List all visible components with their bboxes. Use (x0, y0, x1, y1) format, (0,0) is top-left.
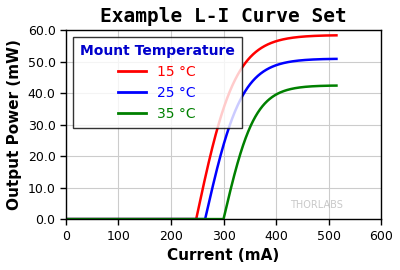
Y-axis label: Output Power (mW): Output Power (mW) (7, 39, 22, 210)
Title: Example L-I Curve Set: Example L-I Curve Set (100, 7, 347, 26)
Legend: 15 °C, 25 °C, 35 °C: 15 °C, 25 °C, 35 °C (73, 37, 242, 128)
X-axis label: Current (mA): Current (mA) (167, 248, 280, 263)
Text: THORLABS: THORLABS (290, 200, 343, 210)
